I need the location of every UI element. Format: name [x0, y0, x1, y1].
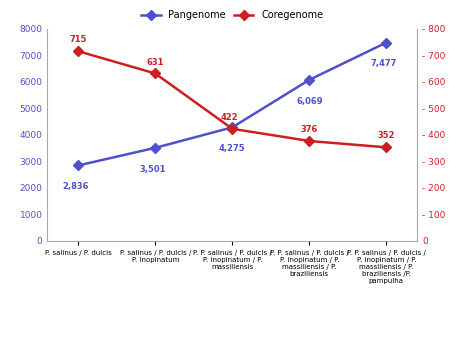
Pangenome	[153, 146, 158, 150]
Text: 631: 631	[146, 57, 164, 66]
Text: 3,501: 3,501	[139, 164, 166, 173]
Pangenome	[229, 125, 235, 130]
Line: Coregenome: Coregenome	[75, 48, 390, 151]
Pangenome	[383, 41, 389, 45]
Legend: Pangenome, Coregenome: Pangenome, Coregenome	[137, 6, 327, 24]
Pangenome	[75, 163, 81, 168]
Coregenome	[229, 127, 235, 131]
Text: 422: 422	[221, 113, 238, 122]
Text: 376: 376	[301, 125, 318, 134]
Pangenome	[306, 78, 312, 82]
Coregenome	[383, 145, 389, 149]
Text: 7,477: 7,477	[370, 59, 397, 68]
Coregenome	[306, 139, 312, 143]
Line: Pangenome: Pangenome	[75, 39, 390, 169]
Text: 6,069: 6,069	[296, 97, 322, 106]
Text: 2,836: 2,836	[62, 182, 89, 191]
Coregenome	[153, 71, 158, 76]
Text: 715: 715	[70, 35, 87, 44]
Text: 4,275: 4,275	[219, 144, 246, 153]
Text: 352: 352	[378, 131, 395, 140]
Coregenome	[75, 49, 81, 53]
